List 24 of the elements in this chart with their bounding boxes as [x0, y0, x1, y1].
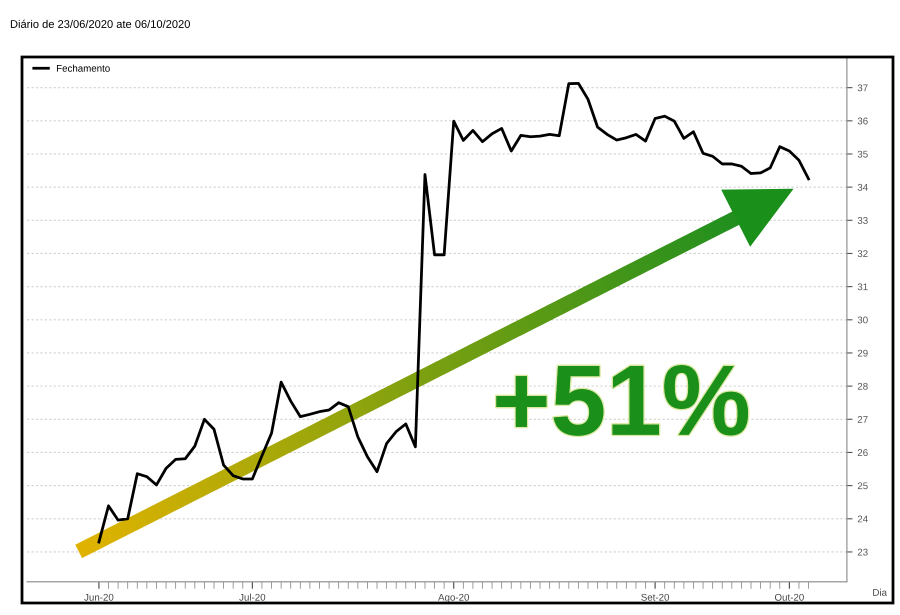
y-tick-label: 31: [858, 283, 868, 290]
x-axis-title: Dia: [873, 588, 887, 596]
y-tick-label: 27: [858, 416, 868, 423]
x-tick-label: Out-20: [774, 594, 804, 601]
y-tick-label: 28: [858, 382, 868, 390]
x-tick-label: Ago-20: [438, 594, 470, 603]
y-tick-label: 35: [858, 150, 868, 158]
chart-subtitle: Diário de 23/06/2020 ate 06/10/2020: [10, 20, 190, 28]
y-tick-label: 34: [858, 184, 868, 191]
annotation: +51%: [496, 365, 748, 436]
y-tick-label: 30: [858, 316, 868, 324]
y-tick-label: 23: [858, 548, 868, 556]
y-tick-label: 32: [858, 250, 868, 258]
y-tick-label: 25: [858, 482, 868, 490]
y-tick-label: 37: [858, 84, 868, 92]
y-tick-label: 33: [858, 217, 868, 224]
y-tick-label: 26: [858, 449, 868, 456]
y-tick-label: 36: [858, 118, 868, 124]
legend-label: Fechamento: [56, 64, 110, 72]
y-tick-label: 29: [858, 350, 868, 357]
x-tick-label: Jun-20: [84, 594, 114, 601]
x-tick-label: Set-20: [641, 594, 670, 601]
x-tick-label: Jul-20: [239, 594, 266, 601]
y-tick-label: 24: [858, 516, 868, 522]
